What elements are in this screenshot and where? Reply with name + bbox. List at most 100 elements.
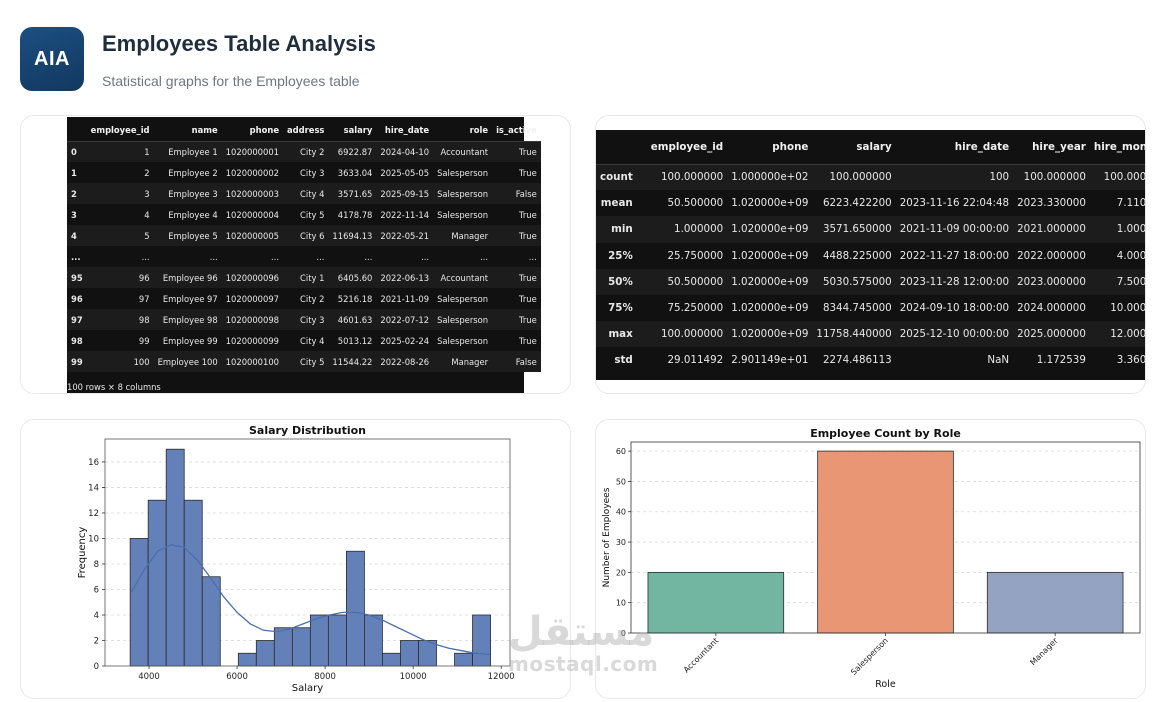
table-cell: 100.00000: [1103, 171, 1146, 184]
histogram-bar: [291, 627, 311, 667]
table-cell: 2.901149e+01: [731, 354, 809, 367]
table-cell: Manager: [451, 230, 489, 241]
table-cell: 2022-07-12: [380, 314, 430, 325]
table-cell: 1.020000e+09: [731, 302, 809, 315]
table-cell: 2024.000000: [1017, 302, 1086, 315]
table-cell: 6405.60: [337, 272, 373, 283]
table-cell: City 2: [300, 146, 325, 157]
y-tick-label: 60: [616, 447, 626, 456]
x-tick-label: 12000: [488, 672, 515, 682]
y-axis-label: Frequency: [77, 527, 88, 579]
table-cell: True: [518, 293, 537, 304]
table-cell: 10.00000: [1110, 302, 1146, 315]
row-index: 3: [71, 209, 77, 220]
employees-table-card: employee_id name phone address salary hire_da…: [20, 115, 571, 394]
table-cell: 5030.575000: [822, 275, 892, 288]
table-cell: 2025-05-05: [380, 167, 430, 178]
table-cell: 50.500000: [667, 275, 724, 288]
row-index: 95: [71, 272, 83, 283]
table-row: 1 2 Employee 2 1020000002 City 3 3633.04 2025-…: [67, 162, 541, 183]
row-index: std: [614, 354, 633, 367]
statistics-table-card: employee_id phone salary hire_date hire_year…: [595, 115, 1146, 394]
histogram-bar: [237, 652, 257, 667]
table-cell: 1.00000: [1116, 223, 1146, 236]
y-tick-label: 10: [616, 599, 626, 608]
row-index: 98: [71, 335, 83, 346]
table-cell: 97: [138, 293, 150, 304]
table-row: 2 3 Employee 3 1020000003 City 4 3571.65 2025-…: [67, 183, 541, 204]
page-subtitle: Statistical graphs for the Employees tab…: [102, 73, 360, 89]
table-row: 97 98 Employee 98 1020000098 City 3 4601.63 20…: [67, 309, 541, 330]
table-cell: 6922.87: [337, 146, 373, 157]
table-cell: 100.000000: [660, 328, 724, 341]
row-index: 0: [71, 146, 77, 157]
table-cell: 1.020000e+09: [731, 223, 809, 236]
employees-table: employee_id name phone address salary hire_da…: [67, 120, 541, 372]
table-cell: 1.020000e+09: [731, 249, 809, 262]
table-cell: Manager: [451, 356, 489, 367]
table-header-row: employee_id phone salary hire_date hire_year…: [596, 130, 1145, 165]
table-cell: 1020000004: [225, 209, 279, 220]
table-cell: 5216.18: [337, 293, 373, 304]
employees-column-header: [67, 120, 87, 142]
table-cell: 75.250000: [667, 302, 724, 315]
employees-column-header: role: [433, 120, 493, 142]
table-cell: Employee 98: [162, 314, 218, 325]
table-cell: 98: [138, 314, 150, 325]
table-cell: 11694.13: [332, 230, 373, 241]
table-row: 50% 50.500000 1.020000e+09 5030.575000 2023-…: [596, 268, 1145, 295]
table-cell: 2025.000000: [1017, 328, 1086, 341]
row-index: mean: [600, 197, 633, 210]
table-cell: 1.000000e+02: [731, 171, 809, 184]
table-cell: False: [515, 188, 537, 199]
table-cell: 25.750000: [667, 249, 724, 262]
table-cell: 2025-02-24: [380, 335, 430, 346]
table-cell: 2021-11-09 00:00:00: [899, 223, 1010, 236]
histogram-bar: [454, 652, 473, 667]
row-index: count: [600, 171, 633, 184]
x-tick-label: 4000: [138, 672, 160, 682]
table-cell: True: [518, 272, 537, 283]
y-tick-label: 0: [94, 662, 99, 672]
table-cell: 1.172539: [1036, 354, 1086, 367]
y-tick-label: 50: [616, 477, 626, 486]
table-cell: 4.00000: [1116, 249, 1146, 262]
table-cell: 2024-04-10: [380, 146, 430, 157]
table-cell: 1020000002: [225, 167, 279, 178]
stats-column-header: hire_date: [895, 130, 1014, 165]
table-cell: 5013.12: [337, 335, 373, 346]
table-cell: True: [518, 335, 537, 346]
row-index: 4: [71, 230, 77, 241]
histogram-bar: [382, 652, 401, 667]
table-cell: 1.020000e+09: [731, 275, 809, 288]
y-tick-label: 16: [88, 458, 99, 468]
table-row: 96 97 Employee 97 1020000097 City 2 5216.18 20…: [67, 288, 541, 309]
table-cell: ...: [271, 251, 279, 262]
table-row: 3 4 Employee 4 1020000004 City 5 4178.78 2022-…: [67, 204, 541, 225]
table-cell: 6223.422200: [822, 197, 892, 210]
table-cell: 1020000100: [225, 356, 279, 367]
table-cell: City 6: [300, 230, 325, 241]
y-tick-label: 0: [621, 629, 626, 638]
row-index: ...: [71, 251, 81, 262]
y-tick-label: 30: [616, 538, 626, 547]
table-shape-footer: 100 rows × 8 columns: [67, 382, 161, 392]
histogram-bar: [327, 614, 347, 667]
table-cell: 1020000099: [225, 335, 279, 346]
table-cell: 1020000097: [225, 293, 279, 304]
histogram-bar: [255, 640, 275, 667]
table-row: min 1.000000 1.020000e+09 3571.650000 2021-1…: [596, 216, 1146, 243]
table-cell: 2025-09-15: [380, 188, 430, 199]
table-cell: False: [515, 356, 537, 367]
table-cell: 2274.486113: [822, 354, 892, 367]
x-axis-label: Role: [875, 679, 896, 690]
role-bar: [647, 571, 785, 634]
table-cell: 8344.745000: [822, 302, 892, 315]
table-cell: 12.00000: [1110, 328, 1146, 341]
table-cell: 2022-11-27 18:00:00: [899, 249, 1010, 262]
table-cell: 100: [133, 356, 150, 367]
kde-line: [130, 544, 491, 656]
stats-column-header: phone: [727, 130, 813, 165]
stats-column-header: employee_id: [646, 130, 728, 165]
stats-column-header: [596, 130, 647, 165]
